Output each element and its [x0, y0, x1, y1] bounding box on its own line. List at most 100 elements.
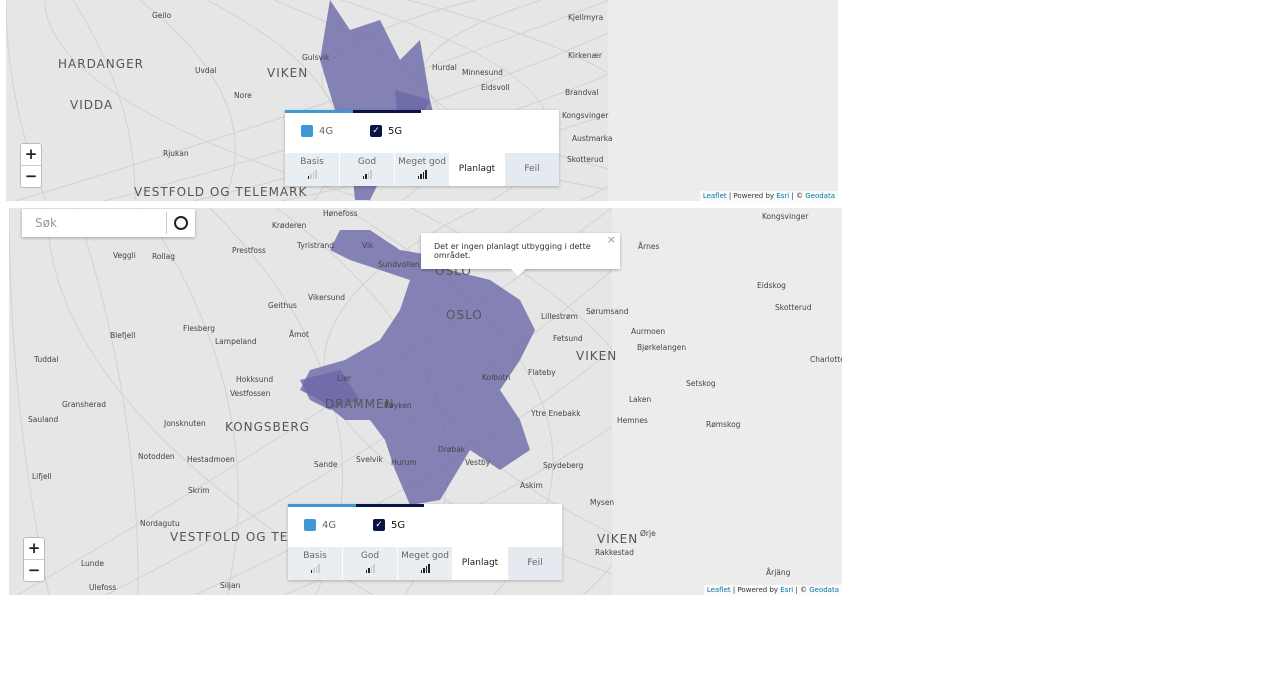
place-label: Lifjell: [32, 472, 52, 481]
tech-toggle[interactable]: 4G: [301, 125, 333, 137]
signal-icon: [288, 563, 342, 573]
place-label: Rjukan: [163, 149, 189, 158]
level-label: Meget god: [398, 157, 446, 167]
place-label: Vik: [362, 241, 374, 250]
level-filter[interactable]: Planlagt: [450, 153, 504, 186]
attribution-link[interactable]: Leaflet: [706, 586, 731, 594]
popup-close[interactable]: ×: [606, 233, 616, 246]
legend: 4G ✓ 5G Basis God Meget god Planlagt Feil: [285, 110, 559, 186]
place-label: Nordagutu: [140, 519, 180, 528]
signal-bar: [373, 564, 375, 573]
coverage-area: [300, 230, 535, 505]
place-label: Geilo: [152, 11, 172, 20]
map-panel: Hønefoss Kongsvinger Krøderen Tyristrand Pre…: [9, 208, 842, 595]
tech-toggle[interactable]: ✓ 5G: [370, 125, 402, 137]
place-label: Åmot: [289, 330, 309, 339]
signal-icon: [285, 169, 339, 179]
place-label: VIKEN: [597, 532, 638, 546]
tech-toggle[interactable]: ✓ 5G: [373, 519, 405, 531]
level-filter[interactable]: Meget god: [395, 153, 449, 186]
place-label: Røyken: [384, 401, 412, 410]
lake-area: [608, 0, 838, 201]
map-tiles: Geilo HARDANGER VIDDA Uvdal Nore VIKEN Gulsvik…: [6, 0, 838, 201]
level-filter[interactable]: Basis: [285, 153, 339, 186]
place-label: DRAMMEN: [325, 397, 395, 411]
place-label: VIKEN: [267, 66, 308, 80]
place-label: Vikersund: [308, 293, 345, 302]
search-input[interactable]: Søk: [35, 216, 57, 230]
place-label: Lier: [337, 374, 352, 383]
level-filter[interactable]: God: [343, 547, 397, 580]
place-label: Lillestrøm: [541, 312, 578, 321]
stripe: [285, 110, 353, 113]
signal-bar: [370, 170, 372, 179]
place-label: Ytre Enebakk: [530, 409, 581, 418]
zoom-out[interactable]: −: [24, 559, 44, 581]
signal-bar: [318, 564, 320, 573]
level-filter[interactable]: Feil: [505, 153, 559, 186]
place-label: Skotterud: [567, 155, 604, 164]
place-label: Hokksund: [236, 375, 273, 384]
popup-text: Det er ingen planlagt utbygging i dette …: [434, 242, 591, 260]
place-label: Blefjell: [110, 331, 135, 340]
place-label: Ørje: [640, 529, 656, 538]
divider: [166, 212, 167, 234]
signal-bar: [367, 172, 369, 179]
level-label: Planlagt: [458, 164, 496, 174]
level-label: Basis: [300, 157, 324, 167]
place-label: Tuddal: [33, 355, 58, 364]
locate-button[interactable]: [174, 216, 188, 230]
signal-bar: [428, 564, 430, 573]
place-label: Ulefoss: [89, 583, 116, 592]
level-filter[interactable]: God: [340, 153, 394, 186]
tech-label: 4G: [319, 125, 334, 137]
tech-toggle[interactable]: 4G: [304, 519, 336, 531]
signal-bar: [315, 566, 317, 573]
zoom-in[interactable]: +: [24, 145, 38, 163]
place-label: Vestby: [465, 458, 491, 467]
place-label: Skotterud: [775, 303, 812, 312]
place-label: Flateby: [528, 368, 556, 377]
attribution-link[interactable]: Geodata: [805, 192, 835, 200]
road: [142, 208, 239, 595]
zoom-in[interactable]: +: [27, 539, 41, 557]
attribution-link[interactable]: Esri: [780, 586, 794, 594]
place-label: Charlotte: [810, 355, 842, 364]
place-label: Lunde: [81, 559, 104, 568]
place-label: Eidskog: [757, 281, 786, 290]
attribution-text: | ©: [793, 586, 810, 594]
place-label: Kongsvinger: [562, 111, 609, 120]
signal-icon: [340, 169, 394, 179]
place-label: Sande: [314, 460, 338, 469]
place-label: Siljan: [220, 581, 241, 590]
place-label: VIDDA: [70, 98, 113, 112]
signal-icon: [343, 563, 397, 573]
place-label: Sundvollen: [378, 260, 420, 269]
level-label: God: [360, 551, 380, 561]
place-label: Hestadmoen: [187, 455, 235, 464]
place-label: Skrim: [188, 486, 210, 495]
place-label: HARDANGER: [58, 57, 144, 71]
place-label: Brandval: [565, 88, 598, 97]
place-label: Kirkenær: [568, 51, 603, 60]
coverage-area: [320, 0, 430, 200]
attribution-text: | Powered by: [730, 586, 781, 594]
attribution-link[interactable]: Esri: [776, 192, 790, 200]
signal-bar: [420, 570, 422, 573]
attribution-link[interactable]: Leaflet: [702, 192, 727, 200]
zoom-out[interactable]: −: [21, 165, 41, 187]
zoom-control: + −: [20, 143, 42, 188]
signal-bar: [310, 174, 312, 179]
signal-bar: [368, 568, 370, 573]
signal-bar: [307, 176, 309, 179]
place-label: VESTFOLD OG TELEMARK: [134, 185, 307, 199]
level-filter[interactable]: Basis: [288, 547, 342, 580]
place-label: Sørumsand: [586, 307, 629, 316]
level-label: Planlagt: [461, 558, 499, 568]
attribution-link[interactable]: Geodata: [809, 586, 839, 594]
level-filter[interactable]: Planlagt: [453, 547, 507, 580]
level-filter[interactable]: Meget god: [398, 547, 452, 580]
place-label: Aurmoen: [631, 327, 665, 336]
signal-bar: [425, 566, 427, 573]
level-filter[interactable]: Feil: [508, 547, 562, 580]
